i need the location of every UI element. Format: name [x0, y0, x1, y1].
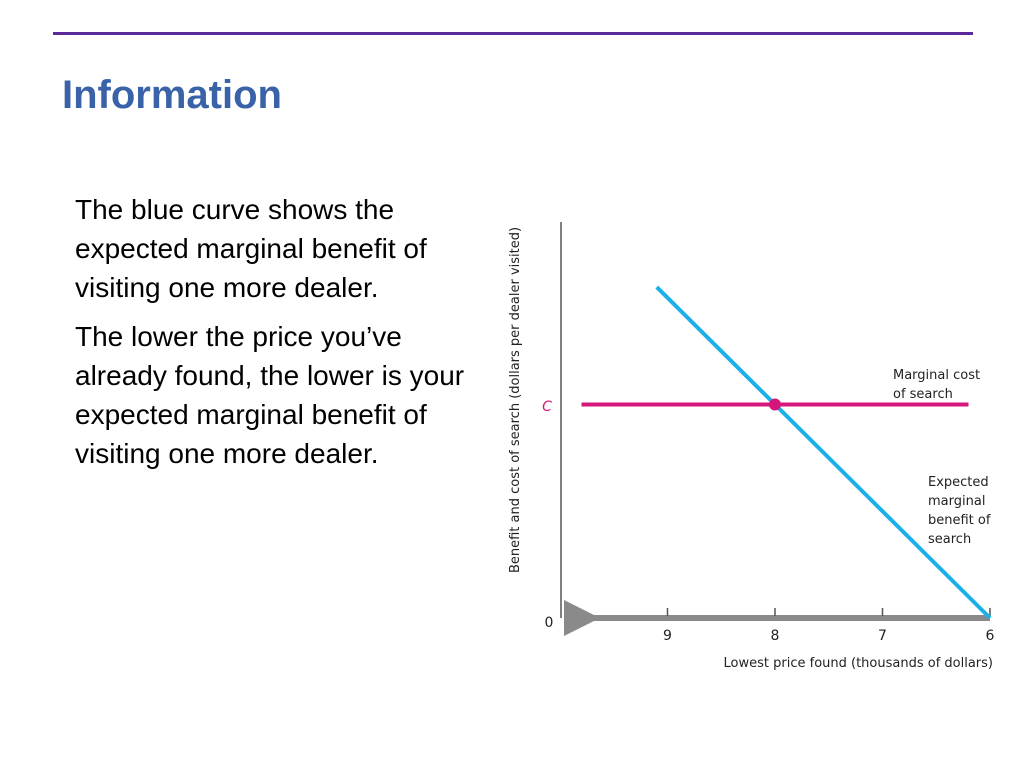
x-tick-label: 9	[663, 628, 672, 644]
x-tick-label: 7	[878, 628, 887, 644]
x-axis-label: Lowest price found (thousands of dollars…	[724, 656, 993, 671]
x-tick-label: 8	[771, 628, 780, 644]
paragraph-2: The lower the price you’ve already found…	[75, 321, 465, 469]
x-tick-label: 6	[986, 628, 995, 644]
marginal-benefit-annotation: Expected marginal benefit of search	[928, 475, 995, 547]
y-origin-label: 0	[545, 615, 554, 631]
y-tick-label-c: C	[542, 399, 552, 415]
title-divider	[53, 32, 973, 35]
equilibrium-point	[769, 398, 781, 411]
body-text: The blue curve shows the expected margin…	[75, 190, 475, 483]
marginal-benefit-line	[655, 285, 992, 620]
paragraph-1: The blue curve shows the expected margin…	[75, 194, 427, 303]
marginal-cost-annotation: Marginal cost of search	[893, 368, 984, 402]
x-ticks: 9 8 7 6	[663, 608, 995, 644]
y-axis-label: Benefit and cost of search (dollars per …	[508, 227, 523, 573]
slide-title: Information	[62, 73, 282, 117]
